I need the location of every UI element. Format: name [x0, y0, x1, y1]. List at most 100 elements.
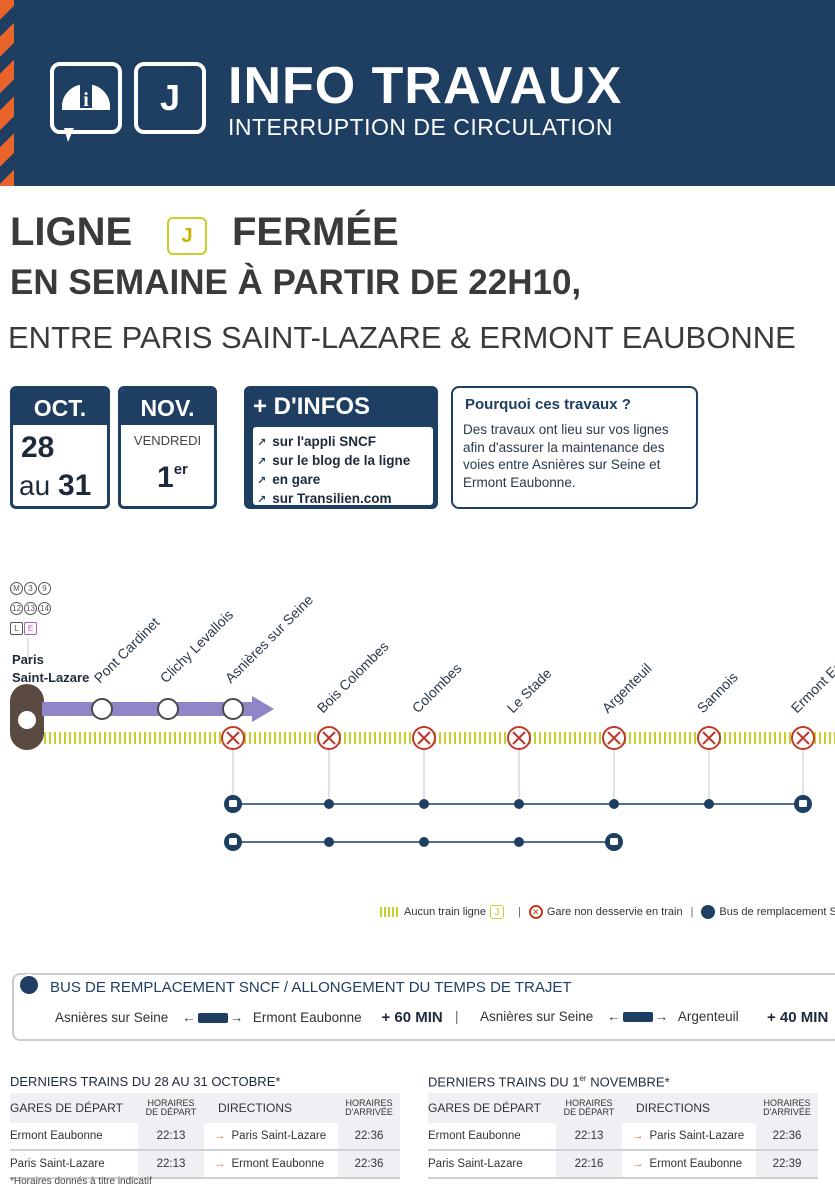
- bus-stop-dot: [609, 799, 619, 809]
- bus-stop-dot: [704, 799, 714, 809]
- bus-arrow-icon: ← →: [182, 1010, 244, 1025]
- line-j-badge-icon: J: [489, 905, 504, 919]
- bus-icon-body: [229, 800, 237, 807]
- page-title: INFO TRAVAUX: [228, 57, 623, 115]
- served-station-dot: [222, 698, 244, 720]
- arrow-up-right-icon: ↗: [257, 475, 267, 487]
- why-box: Pourquoi ces travaux ? Des travaux ont l…: [451, 386, 698, 509]
- served-section-bar: [42, 702, 252, 716]
- cell-dir-text: Ermont Eaubonne: [649, 1158, 743, 1170]
- bus-routes: [224, 795, 812, 851]
- bus-stop-dot: [514, 799, 524, 809]
- metro-icon: M: [10, 582, 23, 595]
- closed-cross: [702, 731, 716, 745]
- route-to: Argenteuil: [677, 1009, 739, 1024]
- direction-arrow: [252, 696, 274, 722]
- arrow-right-icon: →: [632, 1130, 644, 1142]
- date-to-prefix: au: [19, 470, 51, 501]
- date-from: 28: [21, 431, 55, 464]
- cell-gare: Paris Saint-Lazare: [10, 1158, 105, 1170]
- cell-dep: 22:13: [556, 1123, 622, 1149]
- col-gare: GARES DE DÉPART: [428, 1101, 541, 1115]
- arrow-right-icon: →: [214, 1158, 226, 1170]
- worker-info-icon: i: [50, 62, 122, 142]
- arrow-right-icon: →: [214, 1130, 226, 1142]
- date-month: NOV.: [121, 389, 214, 425]
- route-to: Ermont Eaubonne: [252, 1010, 362, 1025]
- arrow-up-right-icon: ↗: [257, 456, 267, 468]
- line-diagram: [10, 638, 835, 851]
- table-nov: GARES DE DÉPART HORAIRES DE DÉPART DIRECT…: [428, 1093, 818, 1179]
- metro-line-icon: 3: [24, 582, 37, 595]
- headline-when: EN SEMAINE À PARTIR DE 22H10,: [10, 263, 582, 302]
- date-to: au 31: [19, 469, 91, 503]
- col-gare: GARES DE DÉPART: [10, 1101, 123, 1115]
- cell-gare: Paris Saint-Lazare: [428, 1158, 523, 1170]
- closed-cross: [796, 731, 810, 745]
- col-arr-line2: D'ARRIVÉE: [345, 1107, 393, 1117]
- title-sup: er: [579, 1074, 587, 1083]
- more-info-item[interactable]: ↗ sur l'appli SNCF: [257, 433, 429, 452]
- legend: Aucun train ligne J | ✕ Gare non desserv…: [380, 905, 835, 919]
- metro-line-icon: 12: [10, 602, 23, 615]
- arrow-right-icon: →: [632, 1158, 644, 1170]
- more-info-item[interactable]: ↗ en gare: [257, 471, 429, 490]
- cell-dep: 22:13: [138, 1123, 204, 1149]
- bus-info-title: BUS DE REMPLACEMENT SNCF / ALLONGEMENT D…: [50, 979, 572, 996]
- closed-cross: [512, 731, 526, 745]
- cell-arr: 22:39: [756, 1151, 818, 1177]
- cell-dir: → Paris Saint-Lazare: [622, 1130, 756, 1142]
- metro-line-icon: 13: [24, 602, 37, 615]
- more-info-item[interactable]: ↗ sur le blog de la ligne: [257, 452, 429, 471]
- table-row: Ermont Eaubonne 22:13 → Paris Saint-Lazar…: [10, 1123, 400, 1151]
- closed-cross: [417, 731, 431, 745]
- cell-dep: 22:16: [556, 1151, 622, 1177]
- more-info-box: + D'INFOS ↗ sur l'appli SNCF ↗ sur le blog…: [244, 386, 438, 509]
- col-arr: HORAIRES D'ARRIVÉE: [338, 1099, 400, 1117]
- page-subtitle: INTERRUPTION DE CIRCULATION: [228, 114, 613, 140]
- bus-stop-dot: [514, 837, 524, 847]
- date-to-value: 31: [57, 469, 92, 502]
- hazard-stripe: [0, 0, 14, 186]
- table-oct: GARES DE DÉPART HORAIRES DE DÉPART DIRECT…: [10, 1093, 400, 1179]
- route-from: Asnières sur Seine: [480, 1009, 594, 1024]
- headline-line-prefix: LIGNE: [10, 210, 133, 254]
- cell-gare: Ermont Eaubonne: [428, 1130, 521, 1142]
- closed-station-icon: ✕: [528, 905, 543, 919]
- col-arr-line1: HORAIRES: [763, 1098, 811, 1108]
- why-title: Pourquoi ces travaux ?: [465, 396, 631, 413]
- closed-cross: [607, 731, 621, 745]
- col-dep: HORAIRES DE DÉPART: [556, 1099, 622, 1117]
- cell-gare: Ermont Eaubonne: [10, 1130, 103, 1142]
- closed-cross: [226, 731, 240, 745]
- legend-bus: Bus de remplacement SNCF: [719, 906, 835, 918]
- more-info-list: ↗ sur l'appli SNCF ↗ sur le blog de la lig…: [253, 427, 433, 506]
- line-j-badge-icon: J: [134, 62, 206, 134]
- headline-where: ENTRE PARIS SAINT-LAZARE & ERMONT EAUBON…: [8, 320, 796, 355]
- bus-stop-dot: [324, 799, 334, 809]
- legend-separator: |: [690, 906, 694, 918]
- bus-stop-dot: [419, 799, 429, 809]
- cell-dep: 22:13: [138, 1151, 204, 1177]
- cell-arr: 22:36: [338, 1151, 400, 1177]
- bus-route-2: Asnières sur Seine ← → Argenteuil: [480, 1009, 739, 1024]
- title-suffix: NOVEMBRE*: [586, 1074, 670, 1090]
- col-arr-line2: D'ARRIVÉE: [763, 1107, 811, 1117]
- more-info-item[interactable]: ↗ sur Transilien.com: [257, 490, 429, 509]
- route-extra-time: + 40 MIN: [767, 1009, 829, 1026]
- col-dep-line2: DE DÉPART: [563, 1107, 615, 1117]
- cell-arr: 22:36: [338, 1123, 400, 1149]
- bus-icon-body: [799, 800, 807, 807]
- more-info-item-label: sur le blog de la ligne: [272, 453, 411, 468]
- svg-text:i: i: [83, 89, 89, 111]
- table-row: Paris Saint-Lazare 22:13 → Ermont Eaubonn…: [10, 1151, 400, 1179]
- origin-name-line2: Saint-Lazare: [12, 670, 90, 685]
- more-info-title: + D'INFOS: [253, 393, 371, 420]
- headline-status: FERMÉE: [232, 210, 399, 254]
- date-month: OCT.: [13, 389, 107, 425]
- date-box-october: OCT. 28 au 31: [10, 386, 110, 509]
- col-arr-line1: HORAIRES: [345, 1098, 393, 1108]
- bus-arrow-icon: ← →: [607, 1009, 669, 1024]
- closed-cross: [322, 731, 336, 745]
